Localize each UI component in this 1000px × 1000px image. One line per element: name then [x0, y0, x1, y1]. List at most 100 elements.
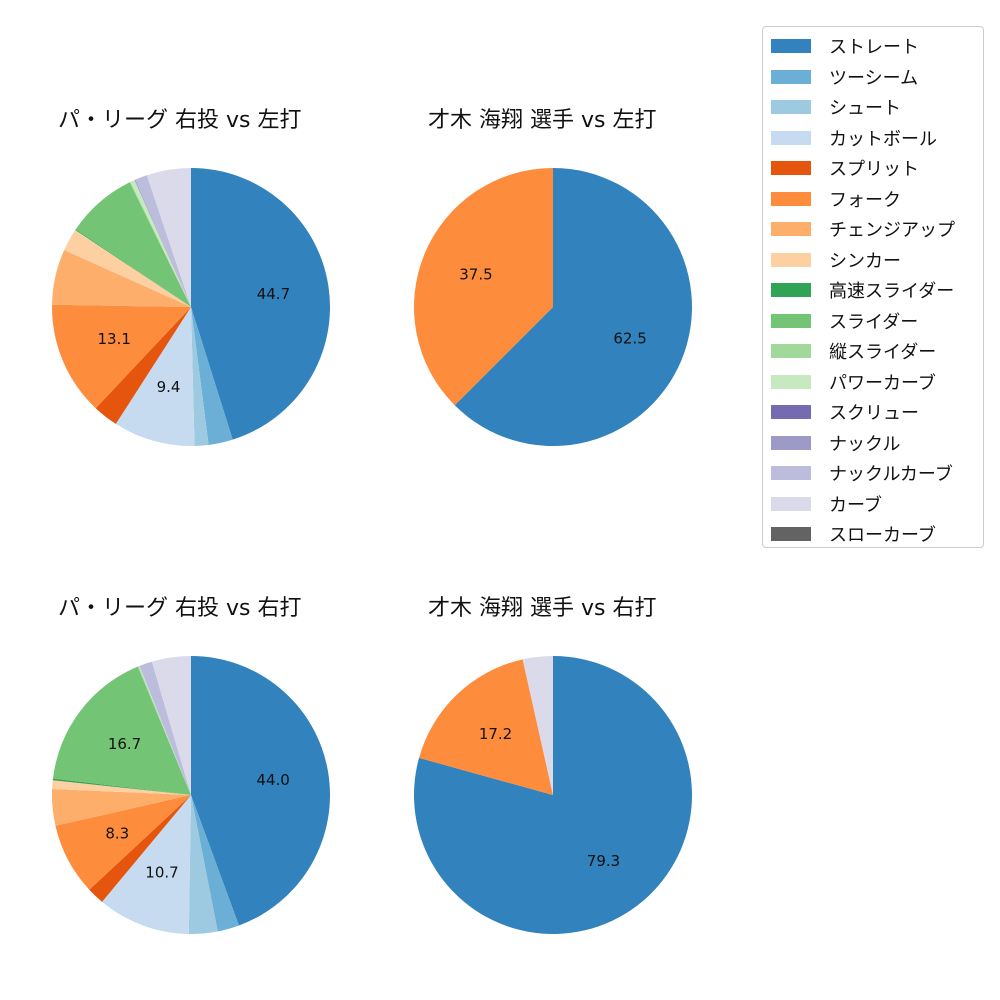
- legend-swatch: [771, 222, 811, 236]
- pie-slice: [55, 795, 191, 890]
- legend-swatch: [771, 283, 811, 297]
- legend-item: チェンジアップ: [771, 214, 955, 244]
- pie-slice: [139, 661, 191, 795]
- pie-slice: [151, 656, 191, 795]
- slice-data-label: 9.4: [157, 378, 181, 396]
- legend-item: スクリュー: [771, 397, 919, 427]
- pie-slice: [191, 307, 209, 446]
- legend-item: ナックル: [771, 428, 900, 458]
- legend-label: ツーシーム: [829, 67, 919, 89]
- pie-slice: [75, 182, 191, 307]
- legend-label: スクリュー: [829, 403, 919, 424]
- legend-item: スローカーブ: [771, 519, 936, 549]
- legend-label: チェンジアップ: [829, 220, 955, 241]
- pie-slice: [95, 307, 191, 424]
- chart-title-3: パ・リーグ 右投 vs 右打: [58, 596, 302, 621]
- pie-slice: [51, 789, 191, 826]
- pie-slice: [52, 780, 191, 795]
- legend-label: スプリット: [829, 159, 919, 180]
- pie-slice: [89, 795, 191, 902]
- slice-data-label: 62.5: [613, 329, 646, 347]
- slice-data-label: 44.7: [257, 285, 290, 303]
- legend-label: スローカーブ: [829, 525, 936, 546]
- legend-label: カーブ: [829, 494, 882, 516]
- pie-slice: [134, 179, 191, 307]
- pie-slice: [52, 778, 191, 795]
- pie-slice: [191, 168, 331, 440]
- pie-slice: [102, 795, 191, 934]
- pie-slice: [414, 656, 693, 934]
- legend-swatch: [771, 405, 811, 419]
- legend-item: 高速スライダー: [771, 275, 954, 305]
- pie-slice: [137, 666, 191, 795]
- legend-swatch: [771, 466, 811, 480]
- legend-item: スプリット: [771, 153, 919, 183]
- pie-slice: [52, 250, 191, 307]
- slice-data-label: 37.5: [459, 266, 492, 284]
- chart-title-2: 才木 海翔 選手 vs 左打: [428, 108, 657, 133]
- pie-slice: [419, 659, 553, 795]
- legend-item: ナックルカーブ: [771, 458, 953, 488]
- pie-slice: [64, 230, 191, 307]
- legend-label: ストレート: [829, 37, 919, 58]
- legend: ストレートツーシームシュートカットボール スプリットフォークチェンジアップシンカー…: [762, 26, 984, 548]
- legend-label: フォーク: [829, 189, 901, 211]
- legend-swatch: [771, 496, 811, 511]
- legend-label: スライダー: [829, 311, 919, 333]
- legend-item: シュート: [771, 92, 901, 122]
- legend-swatch: [771, 344, 811, 358]
- legend-swatch: [771, 527, 811, 541]
- legend-swatch: [771, 252, 811, 267]
- slice-data-label: 79.3: [587, 852, 620, 870]
- legend-swatch: [771, 100, 811, 114]
- legend-swatch: [771, 191, 811, 206]
- legend-item: シンカー: [771, 245, 901, 275]
- pie-slice: [138, 665, 191, 795]
- chart-title-1: パ・リーグ 右投 vs 左打: [58, 108, 302, 133]
- legend-item: カットボール: [771, 123, 937, 153]
- pie-slice: [191, 307, 233, 445]
- pie-slice: [191, 795, 239, 932]
- slice-data-label: 17.2: [479, 725, 512, 743]
- legend-label: 縦スライダー: [829, 342, 937, 363]
- legend-swatch: [771, 313, 811, 328]
- legend-item: 縦スライダー: [771, 336, 936, 366]
- legend-item: スライダー: [771, 306, 918, 336]
- pie-slice: [52, 304, 192, 409]
- legend-swatch: [771, 161, 811, 175]
- pie-slice: [522, 656, 553, 795]
- legend-label: カットボール: [829, 128, 937, 150]
- pie-slice: [146, 168, 191, 307]
- slice-data-label: 16.7: [108, 735, 141, 753]
- legend-swatch: [771, 435, 811, 450]
- legend-swatch: [771, 39, 811, 53]
- legend-item: カーブ: [771, 489, 882, 519]
- slice-data-label: 8.3: [105, 825, 129, 843]
- legend-swatch: [771, 374, 811, 389]
- legend-label: ナックル: [829, 433, 901, 455]
- pie-slice: [115, 307, 195, 446]
- pie-slice: [130, 180, 191, 307]
- pie-slice: [188, 795, 218, 934]
- pie-slice: [75, 229, 191, 307]
- slice-data-label: 10.7: [145, 864, 178, 882]
- legend-item: フォーク: [771, 184, 901, 214]
- legend-item: パワーカーブ: [771, 367, 936, 397]
- pie-slice: [135, 175, 191, 307]
- legend-swatch: [771, 130, 811, 145]
- pie-slice: [129, 181, 191, 307]
- slice-data-label: 44.0: [256, 771, 289, 789]
- slice-data-label: 13.1: [97, 330, 130, 348]
- pie-slice: [52, 666, 191, 795]
- legend-swatch: [771, 69, 811, 84]
- legend-label: パワーカーブ: [829, 372, 936, 394]
- legend-item: ツーシーム: [771, 62, 918, 92]
- pie-slice: [191, 656, 330, 926]
- pie-slice: [414, 168, 553, 406]
- pie-slice: [454, 168, 692, 446]
- legend-label: シュート: [829, 98, 901, 119]
- legend-item: ストレート: [771, 31, 919, 61]
